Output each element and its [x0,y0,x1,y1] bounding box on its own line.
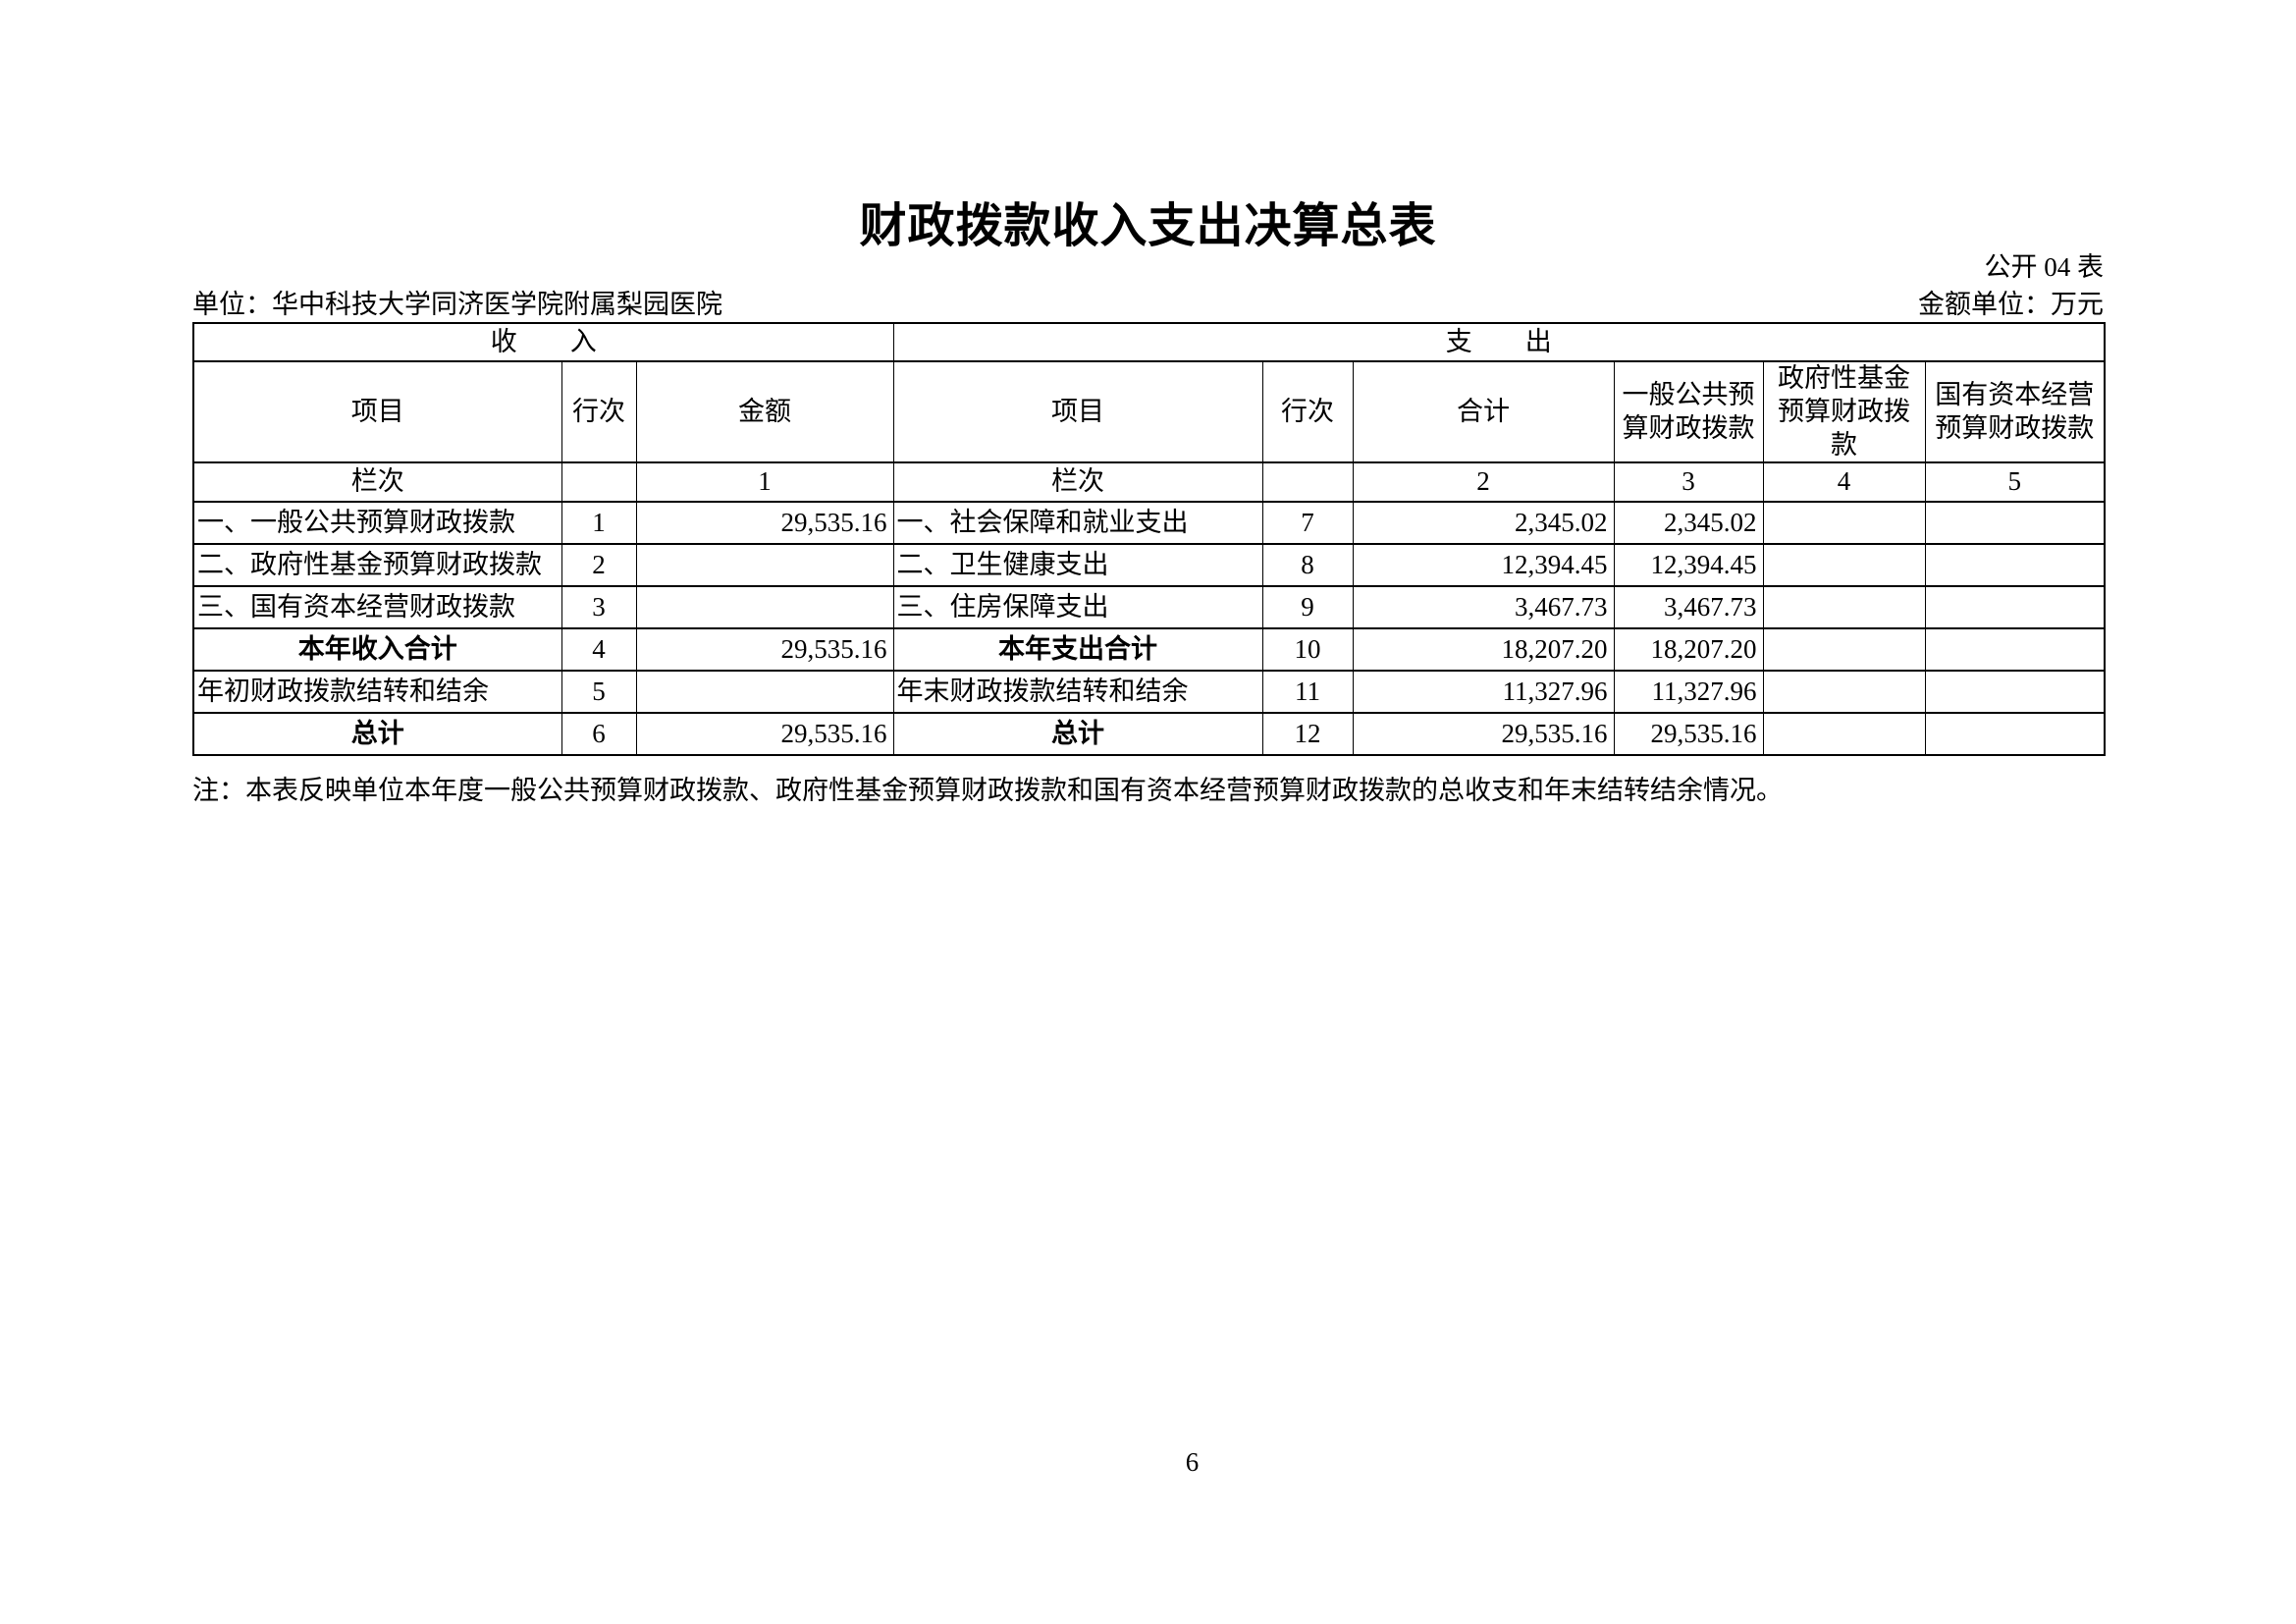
exp-general-cell: 3,467.73 [1613,585,1764,630]
exp-total-cell: 3,467.73 [1352,585,1615,630]
exp-state-capital-cell [1924,712,2106,757]
amount-unit-line: 金额单位：万元 [1918,290,2104,319]
exp-total-cell: 18,207.20 [1352,627,1615,673]
form-code: 公开 04 表 [1984,252,2105,282]
exp-gov-fund-cell [1762,712,1926,757]
column-index-row: 栏次 1 栏次 2 3 4 5 [192,461,2106,504]
exp-item-cell: 本年支出合计 [892,627,1263,673]
table-row-grand-total: 总计 6 29,535.16 总计 12 29,535.16 29,535.16 [192,712,2106,757]
income-item-cell: 本年收入合计 [192,627,562,673]
index-cell [1261,461,1354,504]
exp-line-cell: 8 [1261,543,1354,588]
income-line-cell: 1 [561,501,637,546]
index-cell: 栏次 [192,461,562,504]
exp-gov-fund-cell [1762,670,1926,715]
col-header-state-capital: 国有资本经营预算财政拨款 [1924,359,2106,464]
exp-item-cell: 总计 [892,712,1263,757]
exp-state-capital-cell [1924,627,2106,673]
exp-line-cell: 7 [1261,501,1354,546]
income-line-cell: 4 [561,627,637,673]
exp-general-cell: 29,535.16 [1613,712,1764,757]
expenditure-section-header: 支 出 [892,322,2106,362]
meta-row: 单位：华中科技大学同济医学院附属梨园医院 金额单位：万元 [192,283,2104,321]
index-cell [561,461,637,504]
col-header-exp-total: 合计 [1352,359,1615,464]
table-row: 一、一般公共预算财政拨款 1 29,535.16 一、社会保障和就业支出 7 2… [192,501,2106,546]
table-row: 年初财政拨款结转和结余 5 年末财政拨款结转和结余 11 11,327.96 1… [192,670,2106,715]
index-cell: 5 [1924,461,2106,504]
col-header-income-amount: 金额 [635,359,894,464]
table-row: 三、国有资本经营财政拨款 3 三、住房保障支出 9 3,467.73 3,467… [192,585,2106,630]
exp-gov-fund-cell [1762,543,1926,588]
section-header-row: 收 入 支 出 [192,322,2106,362]
income-item-cell: 一、一般公共预算财政拨款 [192,501,562,546]
exp-item-cell: 一、社会保障和就业支出 [892,501,1263,546]
fiscal-summary-table: 收 入 支 出 项目 行次 金额 项目 行次 合计 一般公共预算财政拨款 政府性… [192,322,2106,757]
col-header-income-item: 项目 [192,359,562,464]
income-amount-cell: 29,535.16 [635,627,894,673]
exp-line-cell: 9 [1261,585,1354,630]
exp-general-cell: 18,207.20 [1613,627,1764,673]
index-cell: 3 [1613,461,1764,504]
income-section-header: 收 入 [192,322,894,362]
exp-gov-fund-cell [1762,627,1926,673]
unit-line: 单位：华中科技大学同济医学院附属梨园医院 [192,290,722,319]
col-header-exp-item: 项目 [892,359,1263,464]
exp-item-cell: 二、卫生健康支出 [892,543,1263,588]
exp-state-capital-cell [1924,543,2106,588]
col-header-exp-line: 行次 [1261,359,1354,464]
index-cell: 栏次 [892,461,1263,504]
col-header-income-line: 行次 [561,359,637,464]
exp-gov-fund-cell [1762,501,1926,546]
exp-total-cell: 2,345.02 [1352,501,1615,546]
table-row-subtotal: 本年收入合计 4 29,535.16 本年支出合计 10 18,207.20 1… [192,627,2106,673]
income-line-cell: 6 [561,712,637,757]
index-cell: 2 [1352,461,1615,504]
exp-state-capital-cell [1924,670,2106,715]
exp-total-cell: 11,327.96 [1352,670,1615,715]
col-header-general-budget: 一般公共预算财政拨款 [1613,359,1764,464]
income-line-cell: 5 [561,670,637,715]
table-note: 注：本表反映单位本年度一般公共预算财政拨款、政府性基金预算财政拨款和国有资本经营… [192,776,1783,805]
income-amount-cell: 29,535.16 [635,712,894,757]
exp-item-cell: 年末财政拨款结转和结余 [892,670,1263,715]
exp-state-capital-cell [1924,585,2106,630]
col-header-gov-fund: 政府性基金预算财政拨款 [1762,359,1926,464]
page-number: 6 [1185,1447,1200,1477]
exp-general-cell: 2,345.02 [1613,501,1764,546]
exp-line-cell: 12 [1261,712,1354,757]
income-item-cell: 总计 [192,712,562,757]
income-item-cell: 二、政府性基金预算财政拨款 [192,543,562,588]
income-amount-cell [635,585,894,630]
exp-state-capital-cell [1924,501,2106,546]
index-cell: 4 [1762,461,1926,504]
income-line-cell: 2 [561,543,637,588]
income-item-cell: 年初财政拨款结转和结余 [192,670,562,715]
exp-general-cell: 12,394.45 [1613,543,1764,588]
column-header-row: 项目 行次 金额 项目 行次 合计 一般公共预算财政拨款 政府性基金预算财政拨款… [192,359,2106,464]
income-amount-cell: 29,535.16 [635,501,894,546]
exp-line-cell: 11 [1261,670,1354,715]
index-cell: 1 [635,461,894,504]
income-amount-cell [635,543,894,588]
income-line-cell: 3 [561,585,637,630]
exp-item-cell: 三、住房保障支出 [892,585,1263,630]
exp-total-cell: 12,394.45 [1352,543,1615,588]
page-title: 财政拨款收入支出决算总表 [859,200,1437,252]
exp-gov-fund-cell [1762,585,1926,630]
exp-general-cell: 11,327.96 [1613,670,1764,715]
exp-total-cell: 29,535.16 [1352,712,1615,757]
exp-line-cell: 10 [1261,627,1354,673]
income-item-cell: 三、国有资本经营财政拨款 [192,585,562,630]
table-row: 二、政府性基金预算财政拨款 2 二、卫生健康支出 8 12,394.45 12,… [192,543,2106,588]
income-amount-cell [635,670,894,715]
